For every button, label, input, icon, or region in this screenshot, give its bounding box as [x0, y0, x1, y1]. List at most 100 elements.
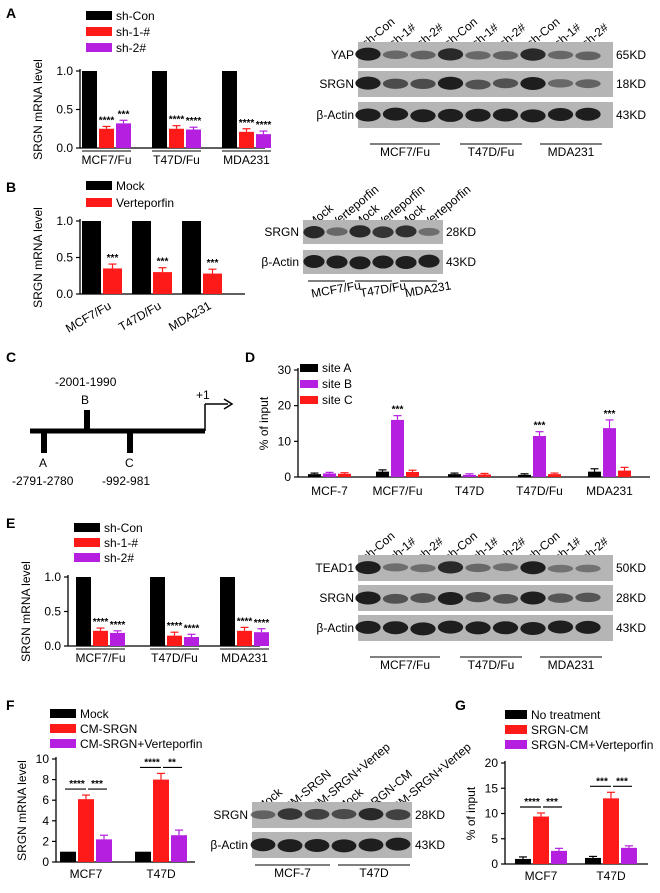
site-b-label: B	[81, 393, 89, 407]
kd-label: 28KD	[616, 591, 646, 605]
bar	[237, 630, 252, 646]
protein-band	[520, 622, 546, 636]
y-tick-label: 5	[491, 832, 498, 846]
legend-label: sh-Con	[116, 9, 155, 23]
protein-band	[277, 808, 303, 820]
legend-label: SRGN-CM+Verteporfin	[531, 738, 653, 752]
significance-stars: ****	[93, 617, 109, 628]
legend-label: sh-1-#	[116, 25, 150, 39]
site-a-position: -2791-2780	[12, 474, 74, 488]
legend-label: No treatment	[531, 708, 601, 722]
y-tick-label: 20	[485, 756, 499, 770]
protein-band	[437, 561, 464, 574]
kd-label: 18KD	[616, 77, 646, 91]
significance-stars: ****	[144, 757, 160, 768]
protein-band	[520, 109, 546, 123]
legend-label: Mock	[80, 707, 110, 721]
panel-label-b: B	[6, 179, 16, 195]
bar	[103, 268, 122, 294]
protein-band	[547, 79, 574, 88]
legend-swatch	[86, 11, 112, 20]
protein-band	[465, 79, 491, 90]
row-label: SRGN	[264, 225, 299, 239]
y-tick-label: 0.5	[56, 103, 73, 117]
protein-band	[385, 809, 411, 821]
bar	[551, 850, 567, 864]
legend-label: Mock	[116, 179, 146, 193]
bar	[220, 577, 235, 646]
x-tick-label: MCF7/Fu	[75, 651, 125, 665]
x-tick-label: MCF7	[70, 867, 103, 881]
protein-band	[326, 255, 348, 269]
bar	[222, 71, 237, 148]
protein-band	[520, 591, 546, 605]
y-tick-label: 0.5	[56, 251, 73, 265]
y-tick-label: 30	[278, 363, 292, 377]
protein-band	[547, 50, 574, 60]
bar	[203, 273, 222, 294]
bar	[376, 471, 389, 477]
x-tick-label: MCF-7	[311, 484, 348, 498]
bar	[548, 474, 561, 477]
x-tick-label: T47D/Fu	[151, 651, 198, 665]
y-tick-label: 8	[42, 773, 49, 787]
protein-band	[382, 621, 409, 635]
site-b-position: -2001-1990	[55, 375, 117, 389]
bar	[391, 419, 404, 477]
protein-band	[520, 48, 546, 61]
site-c-label: C	[125, 456, 134, 470]
protein-band	[304, 808, 330, 820]
bar	[338, 473, 351, 477]
kd-label: 50KD	[616, 561, 646, 575]
legend-label: sh-1-#	[104, 536, 138, 550]
kd-label: 28KD	[446, 225, 476, 239]
chart-d-chip-input: 0 10 20 30 % of input MCF-7 MCF7/Fu *** T47D T47D…	[257, 363, 650, 498]
bar	[116, 123, 131, 148]
site-a-label: A	[39, 456, 47, 470]
protein-band	[437, 592, 464, 606]
legend-e: sh-Con sh-1-# sh-2#	[74, 521, 143, 565]
group-label: MDA231	[548, 145, 595, 159]
protein-band	[418, 254, 440, 268]
bar	[254, 632, 269, 646]
significance-stars: ****	[186, 116, 202, 127]
legend-label: Verteporfin	[116, 196, 174, 210]
protein-band	[465, 621, 491, 635]
bar	[448, 474, 461, 477]
x-tick-label: T47D	[596, 869, 626, 883]
bar	[182, 221, 201, 294]
y-tick-label: 0	[42, 855, 49, 869]
protein-band	[349, 256, 371, 270]
protein-band	[349, 225, 371, 238]
protein-band	[547, 564, 574, 573]
group-label: MCF7/Fu	[380, 145, 430, 159]
legend-swatch	[300, 396, 318, 404]
protein-band	[410, 109, 436, 123]
y-axis-label: SRGN mRNA level	[31, 59, 45, 160]
protein-band	[326, 227, 348, 236]
group-label: MDA231	[548, 658, 595, 672]
protein-band	[492, 621, 519, 635]
significance-stars: ****	[69, 779, 85, 790]
significance-stars: ***	[207, 258, 219, 269]
y-tick-label: 10	[36, 752, 50, 766]
panel-label-f: F	[6, 697, 15, 713]
legend-label: sh-2#	[116, 41, 146, 55]
legend-label: CM-SRGN+Verteporfin	[80, 737, 202, 751]
legend-label: sh-2#	[104, 551, 134, 565]
protein-band	[382, 78, 409, 89]
legend-a: sh-Con sh-1-# sh-2#	[86, 9, 155, 55]
bar	[515, 858, 531, 864]
protein-band	[355, 108, 381, 122]
protein-band	[437, 48, 464, 61]
promoter-diagram: +1 A -2791-2780 B -2001-1990 C -992-981	[12, 375, 234, 488]
legend-swatch	[74, 538, 100, 547]
group-label: T47D/Fu	[468, 658, 515, 672]
bar	[603, 428, 616, 477]
protein-band	[492, 108, 519, 122]
protein-band	[575, 564, 601, 573]
protein-band	[395, 225, 417, 238]
bar	[406, 472, 419, 477]
